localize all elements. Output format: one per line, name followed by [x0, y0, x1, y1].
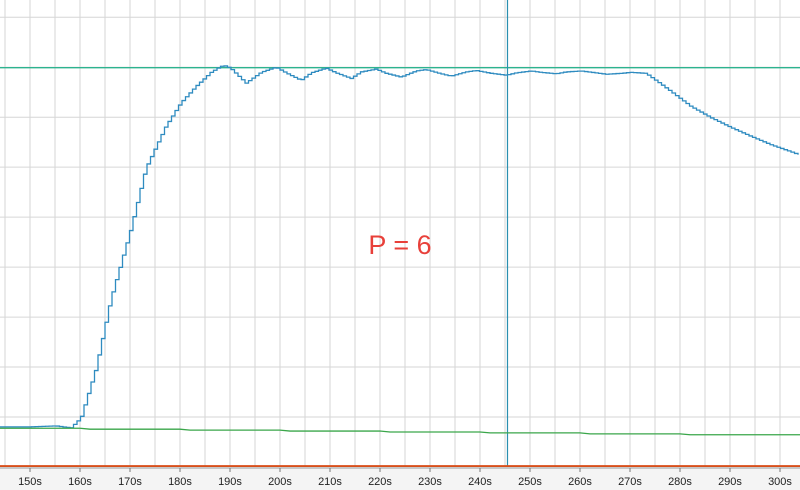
- x-tick-label: 290s: [718, 476, 742, 488]
- x-tick-label: 170s: [118, 476, 142, 488]
- x-tick-label: 270s: [618, 476, 642, 488]
- x-tick-label: 210s: [318, 476, 342, 488]
- x-tick-label: 200s: [268, 476, 292, 488]
- annotation-label: P = 6: [368, 230, 431, 260]
- x-axis-band: [0, 467, 800, 490]
- x-tick-label: 260s: [568, 476, 592, 488]
- x-tick-label: 300s: [768, 476, 792, 488]
- series-line-2: [0, 427, 800, 436]
- x-tick-label: 150s: [18, 476, 42, 488]
- x-axis: 150s 160s 170s 180s 190s 200s 210s 220s 230s 240s…: [0, 467, 800, 490]
- x-tick-label: 160s: [68, 476, 92, 488]
- x-tick-label: 190s: [218, 476, 242, 488]
- x-tick-label: 280s: [668, 476, 692, 488]
- series-layer: [0, 0, 800, 468]
- x-tick-label: 250s: [518, 476, 542, 488]
- x-tick-label: 220s: [368, 476, 392, 488]
- x-tick-label: 180s: [168, 476, 192, 488]
- grid: [0, 0, 800, 468]
- x-tick-label: 230s: [418, 476, 442, 488]
- x-tick-label: 240s: [468, 476, 492, 488]
- series-line-1: [0, 65, 799, 429]
